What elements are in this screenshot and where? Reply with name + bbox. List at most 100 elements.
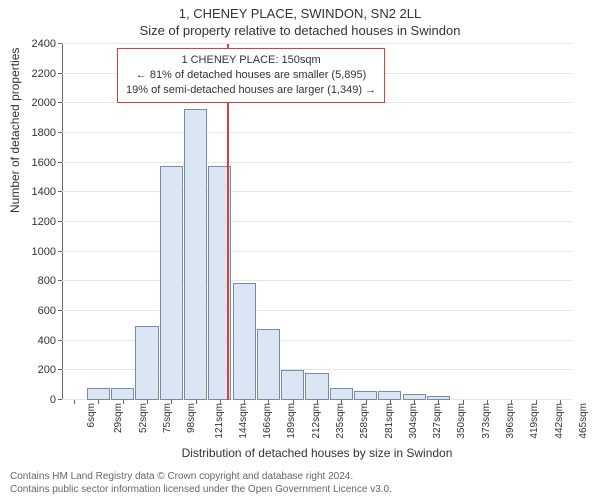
x-tick-label: 189sqm (286, 403, 297, 439)
y-tick-label: 2000 (32, 97, 56, 109)
gridline-h (62, 221, 572, 222)
attribution-line1: Contains HM Land Registry data © Crown c… (10, 471, 392, 484)
y-axis-line (62, 44, 63, 400)
y-tick-mark (58, 73, 62, 74)
gridline-h (62, 43, 572, 44)
y-tick-label: 2200 (32, 68, 56, 80)
gridline-h (62, 132, 572, 133)
histogram-bar (378, 391, 401, 400)
histogram-bar (281, 370, 304, 400)
attribution: Contains HM Land Registry data © Crown c… (10, 471, 392, 496)
histogram-bar (257, 329, 280, 400)
y-tick-label: 1000 (32, 246, 56, 258)
x-tick-mark (536, 400, 537, 404)
gridline-h (62, 280, 572, 281)
x-tick-mark (123, 400, 124, 404)
x-tick-label: 442sqm (553, 403, 564, 439)
x-tick-mark (171, 400, 172, 404)
y-tick-mark (58, 280, 62, 281)
y-tick-mark (58, 43, 62, 44)
y-tick-label: 0 (50, 394, 56, 406)
plot-area: 0200400600800100012001400160018002000220… (62, 44, 572, 400)
x-tick-mark (463, 400, 464, 404)
gridline-h (62, 310, 572, 311)
y-axis-label: Number of detached properties (8, 48, 22, 213)
x-tick-mark (74, 400, 75, 404)
y-tick-mark (58, 221, 62, 222)
y-tick-label: 200 (38, 364, 56, 376)
x-tick-mark (147, 400, 148, 404)
y-tick-mark (58, 132, 62, 133)
x-tick-mark (487, 400, 488, 404)
y-tick-mark (58, 191, 62, 192)
gridline-h (62, 162, 572, 163)
x-tick-mark (390, 400, 391, 404)
x-tick-mark (511, 400, 512, 404)
y-tick-mark (58, 162, 62, 163)
histogram-bar (111, 388, 134, 400)
x-tick-label: 144sqm (238, 403, 249, 439)
y-tick-mark (58, 102, 62, 103)
y-tick-mark (58, 310, 62, 311)
x-tick-mark (560, 400, 561, 404)
x-tick-label: 212sqm (310, 403, 321, 439)
x-tick-mark (244, 400, 245, 404)
title-subtitle: Size of property relative to detached ho… (0, 21, 600, 38)
callout-line: ← 81% of detached houses are smaller (5,… (126, 68, 376, 83)
y-tick-mark (58, 369, 62, 370)
histogram-bar (184, 109, 207, 400)
y-tick-label: 1200 (32, 216, 56, 228)
x-tick-label: 121sqm (213, 403, 224, 439)
histogram-bar (233, 283, 256, 400)
gridline-h (62, 251, 572, 252)
y-tick-mark (58, 340, 62, 341)
x-tick-label: 350sqm (456, 403, 467, 439)
x-tick-label: 98sqm (186, 403, 197, 433)
y-tick-label: 800 (38, 275, 56, 287)
x-tick-mark (317, 400, 318, 404)
y-tick-mark (58, 251, 62, 252)
y-tick-mark (58, 399, 62, 400)
x-tick-label: 52sqm (138, 403, 149, 433)
gridline-h (62, 191, 572, 192)
figure-root: 1, CHENEY PLACE, SWINDON, SN2 2LL Size o… (0, 0, 600, 500)
histogram-bar (354, 391, 377, 400)
x-tick-label: 29sqm (113, 403, 124, 433)
title-address: 1, CHENEY PLACE, SWINDON, SN2 2LL (0, 0, 600, 21)
callout-line: 1 CHENEY PLACE: 150sqm (126, 53, 376, 68)
histogram-bar (87, 388, 110, 400)
x-tick-label: 396sqm (505, 403, 516, 439)
x-tick-mark (196, 400, 197, 404)
x-tick-mark (293, 400, 294, 404)
histogram-bar (330, 388, 353, 400)
x-tick-mark (438, 400, 439, 404)
x-tick-label: 373sqm (480, 403, 491, 439)
x-tick-label: 75sqm (162, 403, 173, 433)
y-tick-label: 1400 (32, 186, 56, 198)
x-tick-label: 465sqm (578, 403, 589, 439)
histogram-bar (305, 373, 328, 400)
x-tick-mark (366, 400, 367, 404)
y-tick-label: 2400 (32, 38, 56, 50)
histogram-bar (160, 166, 183, 400)
x-tick-label: 304sqm (408, 403, 419, 439)
x-tick-mark (341, 400, 342, 404)
callout-line: 19% of semi-detached houses are larger (… (126, 83, 376, 98)
callout-box: 1 CHENEY PLACE: 150sqm← 81% of detached … (117, 48, 385, 103)
attribution-line2: Contains public sector information licen… (10, 484, 392, 497)
y-tick-label: 400 (38, 335, 56, 347)
x-tick-mark (220, 400, 221, 404)
x-tick-mark (414, 400, 415, 404)
x-axis-label: Distribution of detached houses by size … (62, 446, 572, 460)
y-tick-label: 1600 (32, 157, 56, 169)
x-tick-mark (98, 400, 99, 404)
x-tick-label: 258sqm (359, 403, 370, 439)
x-tick-label: 6sqm (86, 403, 97, 427)
x-tick-label: 281sqm (383, 403, 394, 439)
x-tick-mark (268, 400, 269, 404)
x-tick-label: 419sqm (529, 403, 540, 439)
y-tick-label: 1800 (32, 127, 56, 139)
x-tick-label: 235sqm (335, 403, 346, 439)
histogram-bar (135, 326, 158, 400)
x-tick-label: 166sqm (262, 403, 273, 439)
